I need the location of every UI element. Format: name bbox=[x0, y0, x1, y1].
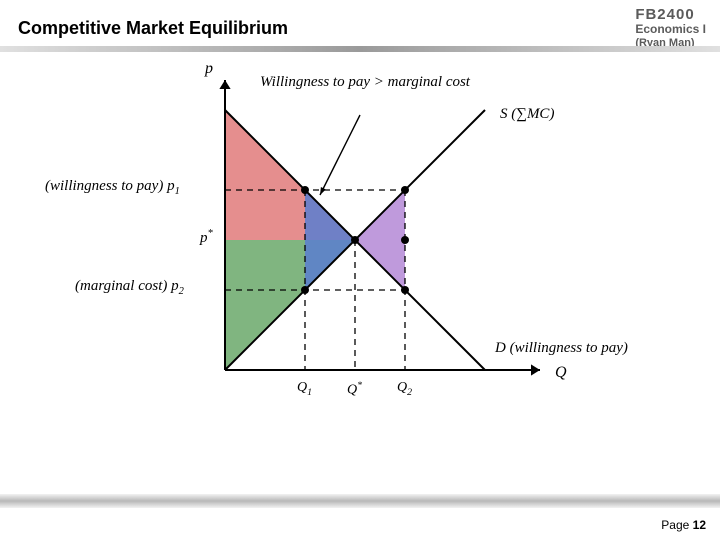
equilibrium-chart: p Willingness to pay > marginal cost S (… bbox=[0, 60, 720, 400]
q1-label: Q1 bbox=[297, 380, 312, 398]
logo-course: Economics I bbox=[635, 23, 706, 37]
course-logo: FB2400 Economics I (Ryan Man) bbox=[635, 6, 706, 50]
logo-code: FB2400 bbox=[635, 6, 706, 23]
y-axis-label: p bbox=[205, 60, 213, 78]
supply-label: S (∑MC) bbox=[500, 106, 554, 123]
page-number: Page 12 bbox=[661, 518, 706, 532]
slide-title: Competitive Market Equilibrium bbox=[18, 18, 288, 39]
q2-label: Q2 bbox=[397, 380, 412, 398]
x-axis-label: Q bbox=[555, 364, 567, 382]
footer-bar bbox=[0, 494, 720, 508]
title-underline bbox=[0, 46, 720, 52]
demand-label: D (willingness to pay) bbox=[495, 340, 628, 357]
annotation-text: Willingness to pay > marginal cost bbox=[260, 74, 470, 91]
qstar-label: Q* bbox=[347, 380, 362, 399]
p2-label: (marginal cost) p2 bbox=[75, 278, 184, 297]
p1-label: (willingness to pay) p1 bbox=[45, 178, 180, 197]
page-number-value: 12 bbox=[693, 518, 706, 532]
page-prefix: Page bbox=[661, 518, 692, 532]
pstar-label: p* bbox=[200, 228, 213, 247]
